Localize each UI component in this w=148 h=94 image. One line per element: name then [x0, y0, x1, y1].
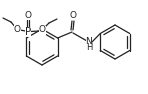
- Text: O: O: [70, 11, 77, 20]
- Text: O: O: [13, 25, 21, 33]
- Text: O: O: [38, 25, 45, 34]
- Text: O: O: [25, 11, 32, 19]
- Text: H: H: [86, 44, 92, 53]
- Text: P: P: [25, 27, 31, 37]
- Text: N: N: [86, 38, 92, 47]
